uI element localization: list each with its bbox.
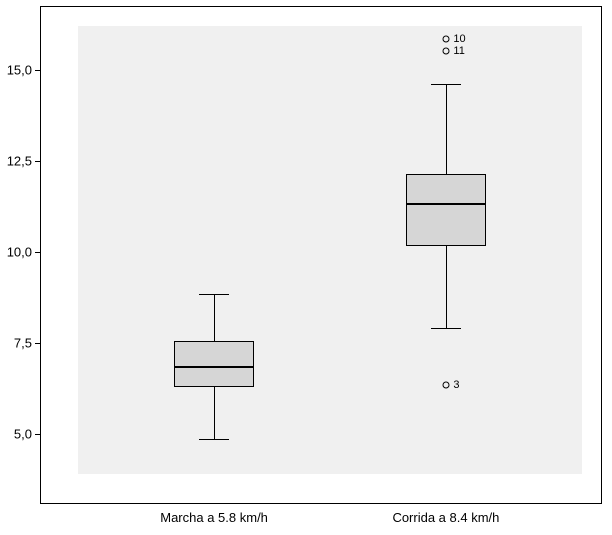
whisker-cap [431, 328, 461, 329]
y-tick [35, 161, 40, 162]
median-line [174, 366, 255, 368]
x-tick-label: Corrida a 8.4 km/h [392, 510, 499, 525]
y-tick [35, 70, 40, 71]
plot-area [78, 26, 582, 474]
outlier-label: 11 [453, 45, 464, 57]
outlier-marker [442, 48, 449, 55]
x-tick-label: Marcha a 5.8 km/h [160, 510, 268, 525]
outlier-marker [442, 35, 449, 42]
y-tick-label: 12,5 [7, 153, 32, 168]
outlier-label: 3 [453, 379, 459, 391]
y-tick [35, 252, 40, 253]
median-line [406, 203, 487, 205]
y-tick-label: 5,0 [14, 426, 32, 441]
outlier-label: 10 [453, 33, 465, 45]
whisker-stem [214, 294, 215, 341]
y-tick-label: 7,5 [14, 335, 32, 350]
whisker-stem [446, 84, 447, 173]
whisker-stem [446, 246, 447, 328]
y-tick [35, 434, 40, 435]
box [406, 174, 487, 247]
y-tick-label: 10,0 [7, 244, 32, 259]
y-tick [35, 343, 40, 344]
whisker-cap [199, 439, 229, 440]
y-tick-label: 15,0 [7, 62, 32, 77]
whisker-cap [431, 84, 461, 85]
outlier-marker [442, 381, 449, 388]
whisker-stem [214, 387, 215, 440]
whisker-cap [199, 294, 229, 295]
box [174, 341, 255, 387]
